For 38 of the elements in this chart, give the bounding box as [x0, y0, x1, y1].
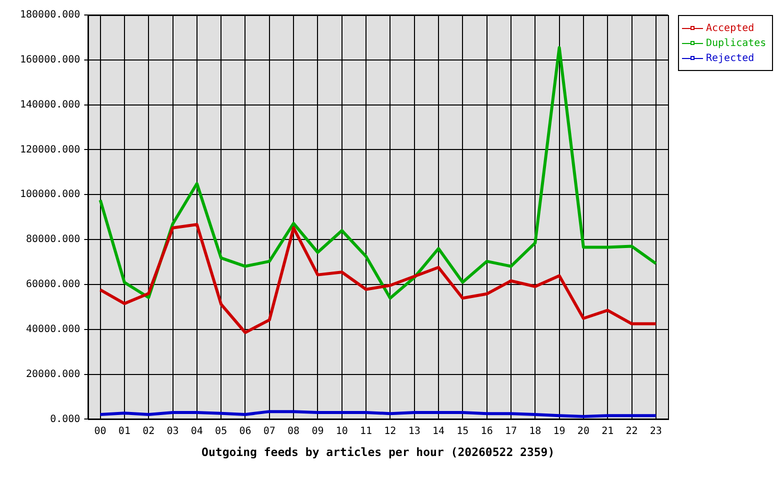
legend-label: Accepted	[706, 23, 754, 34]
x-tick-label: 00	[94, 426, 106, 437]
x-tick-label: 07	[263, 426, 276, 437]
x-tick-label: 11	[360, 426, 372, 437]
x-tick-label: 10	[336, 426, 348, 437]
y-tick-label: 160000.000	[20, 54, 80, 66]
x-tick-label: 12	[384, 426, 396, 437]
x-tick-label: 13	[408, 426, 420, 437]
x-tick-label: 22	[626, 426, 638, 437]
x-tick-label: 03	[166, 426, 179, 437]
legend-label: Rejected	[706, 53, 754, 64]
x-tick-label: 23	[650, 426, 662, 437]
x-tick-label: 08	[288, 426, 300, 437]
x-axis-title: Outgoing feeds by articles per hour (20260522 2359)	[202, 445, 555, 460]
x-tick-label: 18	[529, 426, 542, 437]
legend-label: Duplicates	[706, 38, 766, 50]
y-tick-label: 100000.000	[20, 189, 80, 200]
x-tick-label: 17	[504, 426, 517, 437]
y-tick-label: 40000.000	[26, 324, 80, 335]
y-tick-label: 180000.000	[20, 10, 80, 21]
y-tick-label: 0.000	[50, 414, 80, 425]
x-tick-label: 06	[239, 426, 252, 437]
y-tick-label: 120000.000	[20, 144, 80, 156]
y-tick-label: 20000.000	[26, 368, 80, 380]
x-tick-label: 09	[312, 426, 324, 437]
x-tick-label: 20	[577, 426, 590, 437]
x-tick-label: 02	[142, 426, 155, 437]
y-tick-label: 60000.000	[26, 279, 80, 290]
x-tick-label: 05	[215, 426, 228, 437]
x-tick-label: 14	[432, 426, 445, 437]
y-tick-label: 80000.000	[26, 234, 80, 246]
y-tick-label: 140000.000	[20, 99, 80, 110]
x-tick-label: 15	[456, 426, 469, 437]
x-tick-label: 19	[553, 426, 566, 437]
x-tick-label: 04	[190, 426, 203, 437]
x-tick-label: 01	[118, 426, 130, 437]
x-tick-label: 21	[602, 426, 614, 437]
x-tick-label: 16	[480, 426, 493, 437]
